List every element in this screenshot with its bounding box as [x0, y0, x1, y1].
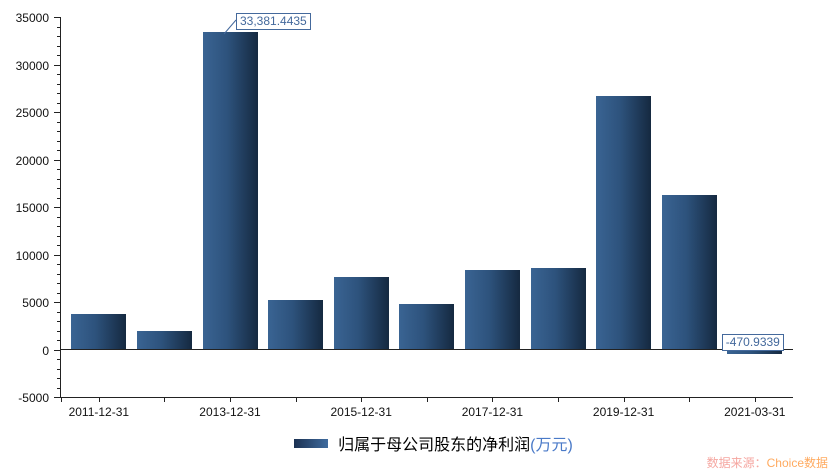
- y-axis-minor-tick: [57, 83, 61, 85]
- bar[interactable]: [727, 350, 783, 355]
- y-axis-tick-label: 0: [42, 343, 49, 358]
- x-axis-tick-label: 2019-12-31: [592, 405, 655, 419]
- y-axis-minor-tick: [57, 359, 61, 360]
- y-axis-minor-tick: [57, 93, 61, 94]
- y-axis-minor-tick: [57, 235, 61, 237]
- x-axis-tick: [426, 397, 428, 402]
- y-axis-minor-tick: [57, 169, 61, 170]
- y-axis-major-tick: [54, 64, 61, 66]
- plot-area: 35000 30000 25000 20000 15000 10000 5000 0 -5000…: [16, 11, 793, 419]
- y-axis-minor-tick: [57, 121, 61, 123]
- y-axis-minor-tick: [57, 245, 61, 246]
- y-axis-minor-tick: [57, 197, 61, 199]
- x-axis-tick: [98, 397, 100, 402]
- x-axis-tick-label: 2017-12-31: [461, 405, 524, 419]
- data-source-prefix: 数据来源：: [706, 456, 767, 470]
- y-axis-minor-tick: [57, 321, 61, 322]
- x-axis-tick-label: 2021-03-31: [724, 405, 786, 419]
- data-label-callout: -470.9339: [721, 333, 784, 351]
- y-axis-major-tick: [54, 17, 61, 18]
- bar[interactable]: [530, 267, 586, 350]
- x-axis-tick: [164, 397, 166, 402]
- y-axis-minor-tick: [57, 340, 61, 341]
- y-axis-minor-tick: [57, 273, 61, 275]
- y-axis-minor-tick: [57, 74, 61, 75]
- y-axis-minor-tick: [57, 330, 61, 332]
- x-axis-tick: [558, 397, 559, 402]
- legend-label: 归属于母公司股东的净利润: [338, 437, 531, 454]
- data-source-watermark: 数据来源：Choice数据: [707, 454, 828, 471]
- x-axis-tick: [689, 397, 691, 402]
- y-axis-tick-label: -5000: [18, 391, 49, 405]
- x-axis-tick-label: 2013-12-31: [199, 405, 261, 419]
- y-axis-tick-label: 10000: [15, 248, 49, 263]
- y-axis-minor-tick: [57, 45, 61, 47]
- y-axis-major-tick: [54, 207, 61, 208]
- bar[interactable]: [268, 300, 324, 350]
- legend-swatch-icon: [294, 438, 329, 448]
- x-axis-tick: [295, 397, 297, 402]
- y-axis-minor-tick: [57, 378, 61, 379]
- y-axis-minor-tick: [57, 226, 61, 227]
- y-axis-tick-label: 30000: [15, 58, 49, 73]
- x-axis-tick: [623, 397, 625, 402]
- y-axis-major-tick: [54, 349, 61, 351]
- x-axis-tick-label: 2015-12-31: [330, 405, 392, 419]
- x-axis-tick: [492, 397, 494, 402]
- legend-unit-label: (万元): [530, 437, 573, 454]
- y-axis-minor-tick: [57, 140, 61, 142]
- y-axis-minor-tick: [57, 387, 61, 389]
- y-axis-minor-tick: [57, 131, 61, 132]
- y-axis-major-tick: [54, 254, 61, 256]
- bar[interactable]: [399, 303, 455, 350]
- x-axis-tick: [361, 397, 363, 402]
- bar[interactable]: [202, 32, 258, 350]
- y-axis-major-tick: [54, 112, 61, 113]
- x-axis-tick-label: 2011-12-31: [68, 405, 130, 419]
- y-axis-tick-label: 20000: [15, 153, 49, 168]
- y-axis-minor-tick: [57, 150, 61, 151]
- y-axis-tick-label: 15000: [15, 201, 49, 215]
- y-axis-minor-tick: [57, 264, 61, 265]
- y-axis-minor-tick: [57, 283, 61, 284]
- callout-leader-line: [223, 20, 237, 35]
- bar[interactable]: [661, 194, 717, 350]
- bar[interactable]: [136, 330, 192, 350]
- y-axis-tick-label: 35000: [15, 11, 49, 25]
- y-axis-minor-tick: [57, 188, 61, 189]
- y-axis-minor-tick: [57, 36, 61, 37]
- bar[interactable]: [464, 269, 520, 350]
- y-axis-minor-tick: [57, 368, 61, 370]
- bar[interactable]: [333, 276, 389, 350]
- y-axis-minor-tick: [57, 292, 61, 294]
- y-axis-major-tick: [54, 397, 61, 398]
- y-axis-minor-tick: [57, 178, 61, 180]
- y-axis-tick-label: 5000: [22, 296, 49, 310]
- y-axis-major-tick: [54, 302, 61, 303]
- legend-item[interactable]: 归属于母公司股东的净利润 (万元): [18, 431, 831, 455]
- y-axis-minor-tick: [57, 26, 61, 28]
- x-axis-origin-tick: [61, 397, 62, 402]
- data-label-callout: 33,381.4435: [236, 13, 311, 31]
- y-axis-major-tick: [54, 159, 61, 161]
- y-axis-minor-tick: [57, 311, 61, 313]
- bar[interactable]: [71, 314, 127, 350]
- data-source-name: Choice数据: [766, 456, 828, 470]
- x-axis-tick: [754, 397, 756, 402]
- bar[interactable]: [596, 96, 652, 350]
- y-axis-tick-label: 25000: [15, 106, 49, 120]
- x-axis-tick: [230, 397, 231, 402]
- zero-baseline: [61, 349, 793, 350]
- y-axis-minor-tick: [57, 102, 61, 104]
- y-axis-minor-tick: [57, 216, 61, 218]
- y-axis-minor-tick: [57, 55, 61, 56]
